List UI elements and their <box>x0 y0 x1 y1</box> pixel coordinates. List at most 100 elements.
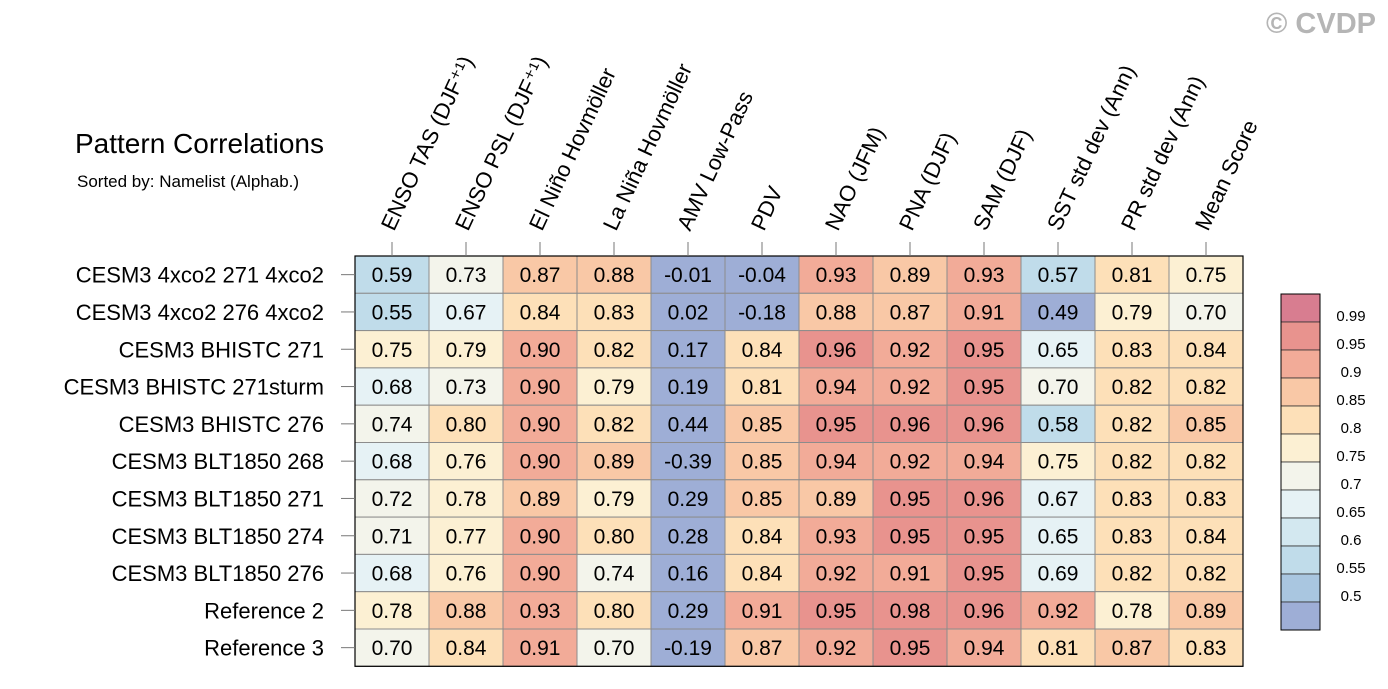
colorbar-swatch <box>1280 601 1321 631</box>
cell-value-label: 0.82 <box>1112 451 1153 474</box>
heatmap-cell <box>1168 479 1244 518</box>
cell-value-label: 0.85 <box>742 451 783 474</box>
heatmap-cell <box>650 330 726 369</box>
heatmap-cell <box>1020 479 1096 518</box>
heatmap-cell <box>1168 442 1244 481</box>
cell-value-label: 0.82 <box>1186 376 1227 399</box>
cell-value-label: 0.82 <box>1112 413 1153 436</box>
cell-value-label: 0.83 <box>1112 339 1153 362</box>
cell-value-label: 0.94 <box>964 451 1005 474</box>
cell-value-label: 0.92 <box>1038 600 1079 623</box>
cell-value-label: 0.89 <box>890 264 931 287</box>
cell-value-label: 0.90 <box>520 339 561 362</box>
row-label: Reference 2 <box>204 598 324 623</box>
cell-value-label: 0.88 <box>816 301 857 324</box>
row-label: CESM3 BLT1850 271 <box>112 486 324 511</box>
cell-value-label: 0.84 <box>520 301 561 324</box>
colorbar-label: 0.75 <box>1336 448 1365 465</box>
heatmap-cell <box>798 553 874 593</box>
heatmap-cell <box>428 292 504 332</box>
cell-value-label: 0.85 <box>1186 413 1227 436</box>
heatmap-cell <box>576 479 652 518</box>
cell-value-label: 0.19 <box>668 376 709 399</box>
colorbar-swatch <box>1280 433 1321 463</box>
cell-value-label: 0.96 <box>964 413 1005 436</box>
cell-value-label: 0.84 <box>1186 525 1227 548</box>
cell-value-label: 0.92 <box>890 376 931 399</box>
cell-value-label: 0.78 <box>1112 600 1153 623</box>
heatmap-cell <box>1020 367 1096 406</box>
colorbar-swatch <box>1280 489 1321 519</box>
colorbar-swatch <box>1280 377 1321 407</box>
cell-value-label: 0.83 <box>1112 488 1153 511</box>
cell-value-label: 0.94 <box>964 637 1005 660</box>
cell-value-label: 0.84 <box>742 525 783 548</box>
colorbar-label: 0.99 <box>1336 308 1365 325</box>
cell-value-label: 0.65 <box>1038 525 1079 548</box>
heatmap-cell <box>1094 404 1170 444</box>
heatmap-cell <box>576 553 652 593</box>
heatmap-cell <box>872 628 948 667</box>
cell-value-label: 0.95 <box>890 488 931 511</box>
cell-value-label: 0.76 <box>446 451 487 474</box>
heatmap-cell <box>724 628 800 667</box>
cell-value-label: 0.84 <box>742 563 783 586</box>
colorbar-swatch <box>1280 293 1321 323</box>
cell-value-label: 0.83 <box>1186 637 1227 660</box>
row-label: CESM3 4xco2 276 4xco2 <box>76 300 324 325</box>
colorbar-label: 0.65 <box>1336 504 1365 521</box>
cell-value-label: 0.67 <box>1038 488 1079 511</box>
heatmap-cell <box>946 292 1022 332</box>
heatmap-cell <box>946 479 1022 518</box>
heatmap-cell <box>872 591 948 630</box>
heatmap-cell <box>798 292 874 332</box>
cell-value-label: 0.90 <box>520 525 561 548</box>
heatmap-cell <box>502 516 578 555</box>
heatmap-cell <box>798 479 874 518</box>
cell-value-label: 0.90 <box>520 563 561 586</box>
heatmap-cell <box>576 292 652 332</box>
cell-value-label: 0.93 <box>520 600 561 623</box>
heatmap-cell <box>502 367 578 406</box>
heatmap-cell <box>946 628 1022 667</box>
colorbar-swatch <box>1280 517 1321 547</box>
row-label: CESM3 BHISTC 271sturm <box>64 375 324 400</box>
cell-value-label: 0.70 <box>1038 376 1079 399</box>
heatmap-cell <box>872 553 948 593</box>
heatmap-cell <box>872 442 948 481</box>
row-label: CESM3 BLT1850 268 <box>112 449 324 474</box>
heatmap-cell <box>650 292 726 332</box>
heatmap-cell <box>724 442 800 481</box>
heatmap-cell <box>650 479 726 518</box>
chart-subtitle: Sorted by: Namelist (Alphab.) <box>77 172 299 191</box>
heatmap-cell <box>946 367 1022 406</box>
heatmap-cell <box>1094 516 1170 555</box>
cell-value-label: 0.87 <box>890 301 931 324</box>
cell-value-label: 0.78 <box>372 600 413 623</box>
heatmap-cell <box>354 255 430 294</box>
heatmap-cell <box>428 404 504 444</box>
cell-value-label: 0.91 <box>520 637 561 660</box>
cell-value-label: 0.29 <box>668 488 709 511</box>
cell-value-label: 0.75 <box>372 339 413 362</box>
cell-value-label: 0.73 <box>446 376 487 399</box>
cell-value-label: 0.95 <box>890 525 931 548</box>
cell-value-label: 0.89 <box>816 488 857 511</box>
cell-value-label: 0.98 <box>890 600 931 623</box>
heatmap-cell <box>1168 367 1244 406</box>
heatmap-cell <box>576 442 652 481</box>
cell-value-label: 0.85 <box>742 488 783 511</box>
cell-value-label: 0.92 <box>816 637 857 660</box>
cell-value-label: 0.73 <box>446 264 487 287</box>
row-label: CESM3 BLT1850 276 <box>112 561 324 586</box>
cell-value-label: 0.59 <box>372 264 413 287</box>
cell-value-label: 0.79 <box>594 488 635 511</box>
colorbar-swatch <box>1280 461 1321 491</box>
heatmap-cell <box>576 591 652 630</box>
heatmap-cell <box>1168 591 1244 630</box>
cell-value-label: 0.92 <box>816 563 857 586</box>
column-header: AMV Low-Pass <box>672 87 758 234</box>
heatmap-cell <box>798 367 874 406</box>
cell-value-label: 0.95 <box>964 339 1005 362</box>
cell-value-label: 0.89 <box>1186 600 1227 623</box>
